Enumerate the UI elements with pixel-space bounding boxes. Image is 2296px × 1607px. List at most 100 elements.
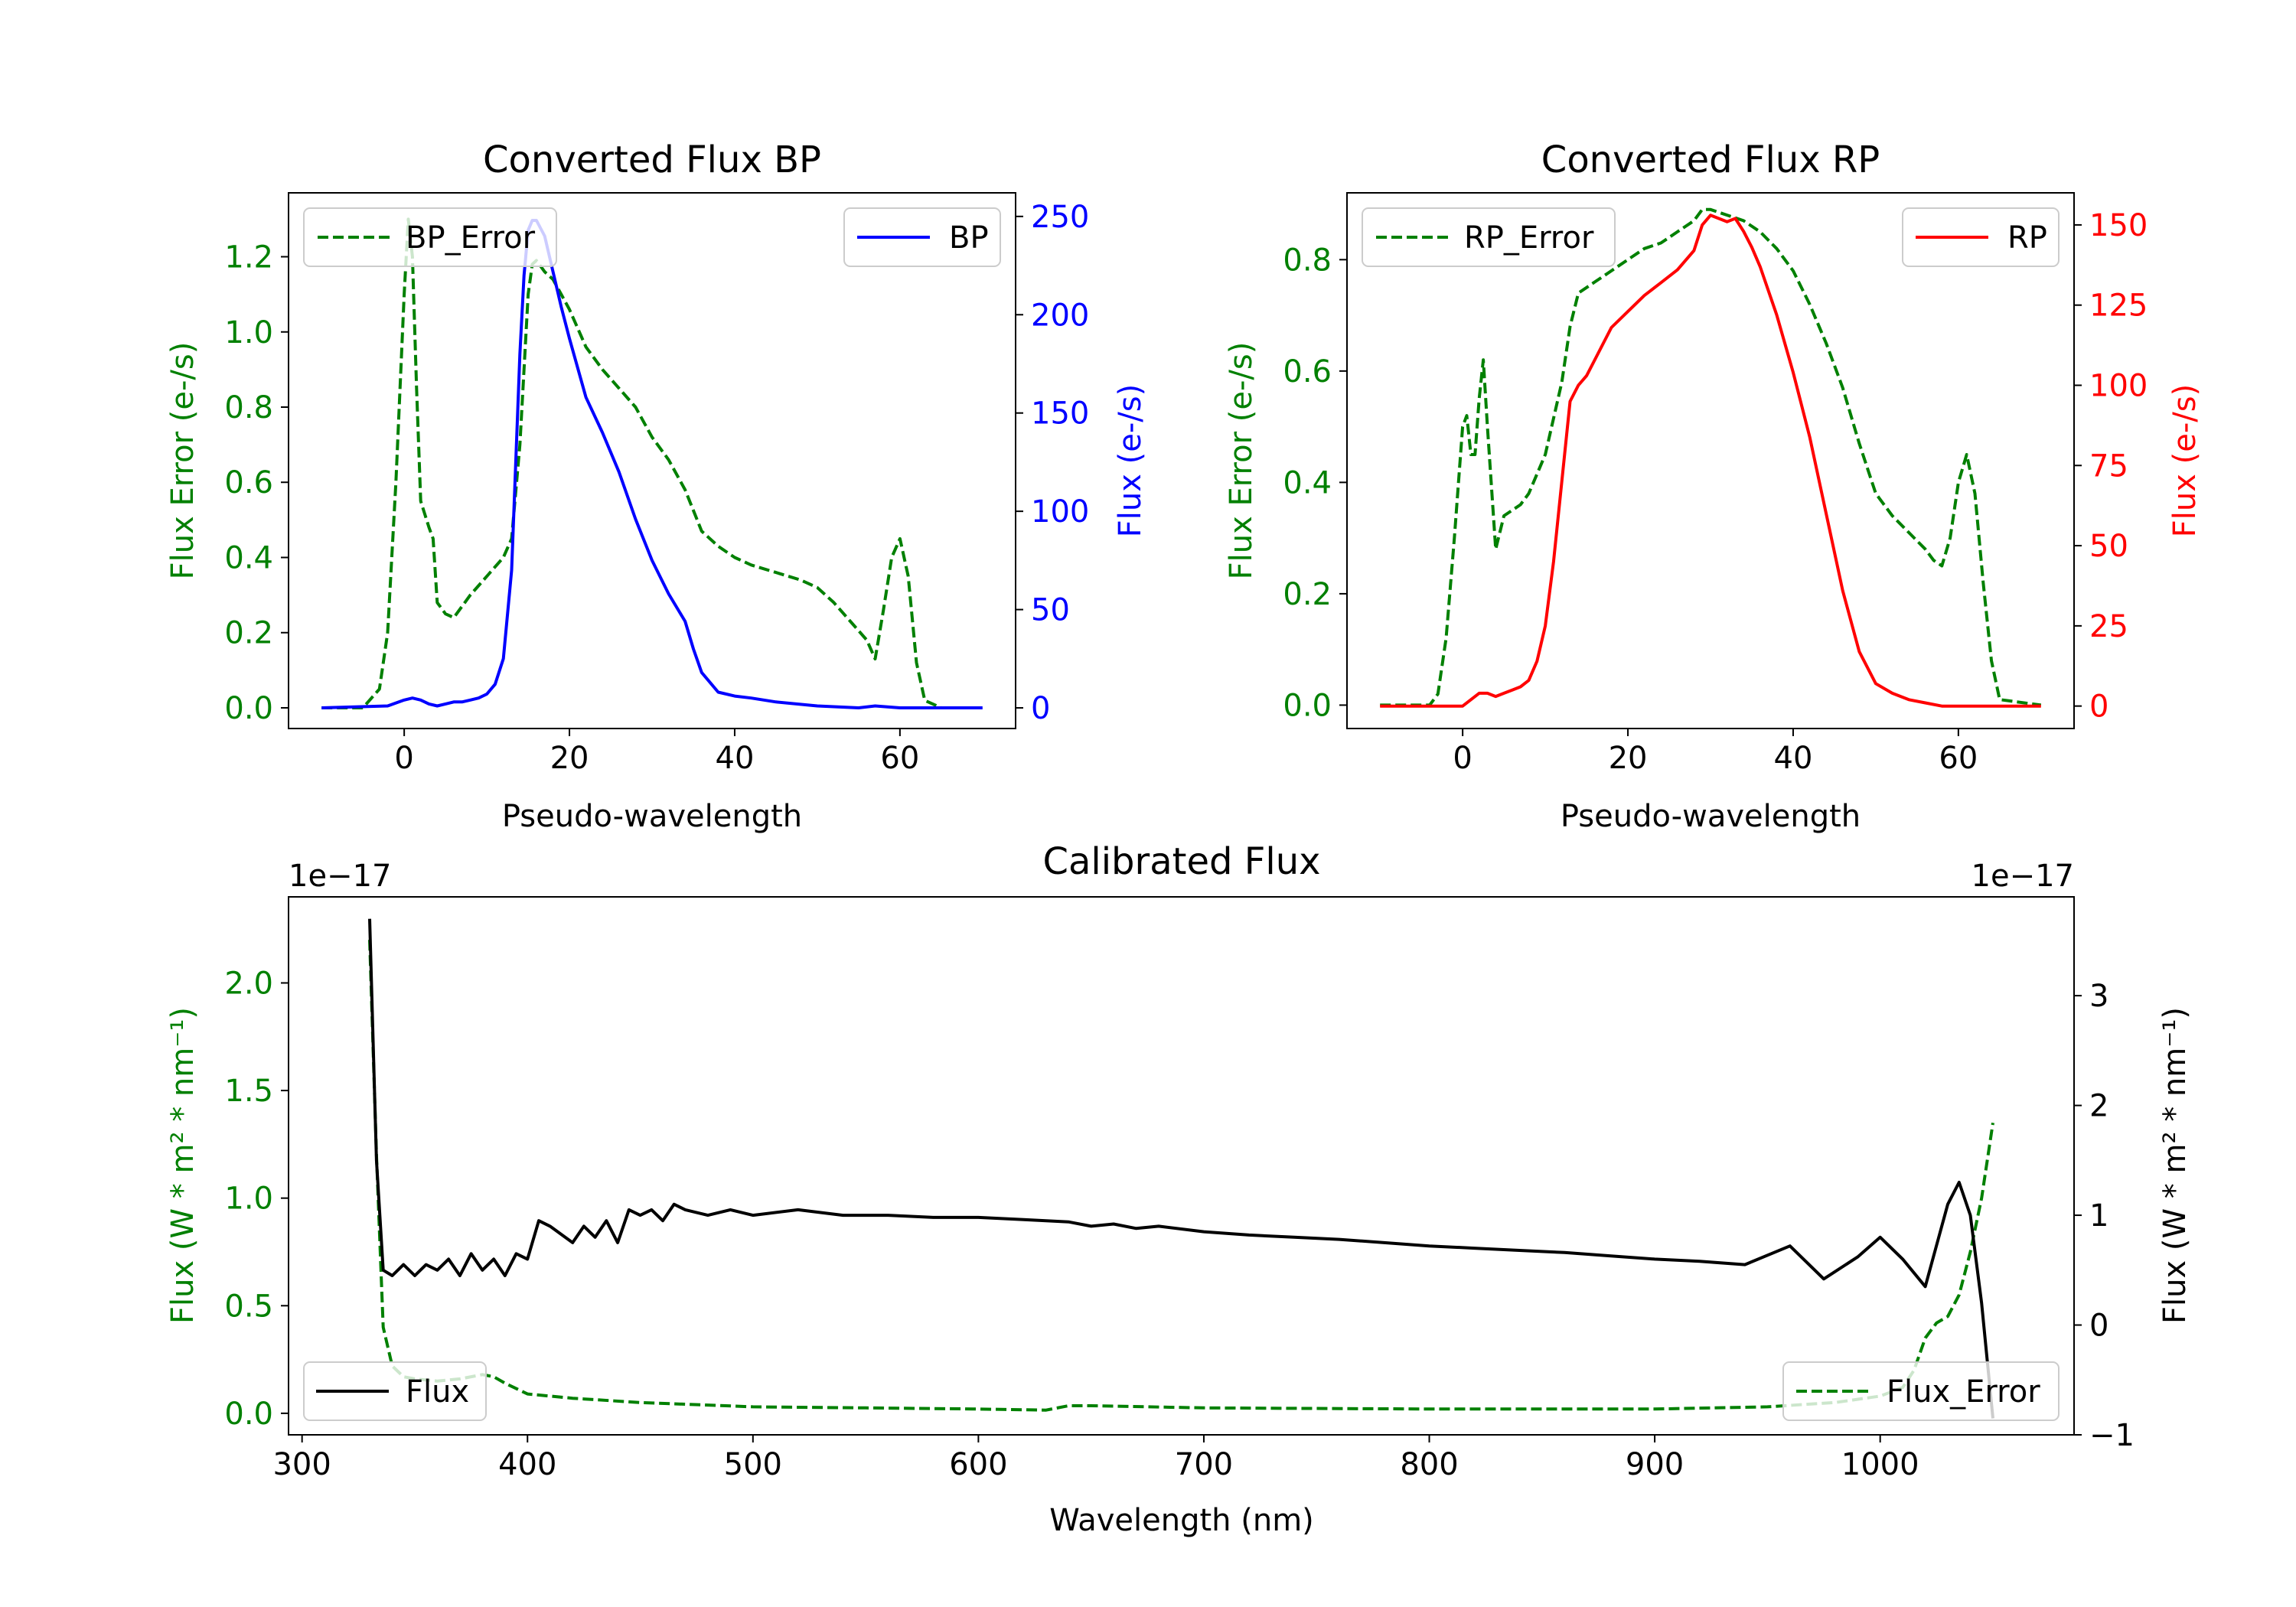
legend-label: RP (2007, 220, 2047, 256)
bp-left-axis-label: Flux Error (e-/s) (165, 342, 201, 580)
x-tick-label: 400 (498, 1447, 556, 1482)
right-tick-label: 150 (1031, 396, 1089, 432)
legend-label: Flux_Error (1887, 1374, 2040, 1410)
calibrated-left-offset: 1e−17 (289, 859, 391, 894)
left-tick-label: 1.2 (224, 240, 273, 275)
calibrated-error-legend: Flux_Error (1782, 1361, 2060, 1421)
x-tick-label: 20 (550, 741, 589, 776)
x-tick-label: 900 (1626, 1447, 1684, 1482)
x-tick-label: 60 (880, 741, 919, 776)
bp-error-legend: BP_Error (303, 207, 557, 267)
left-tick-label: 0.8 (1283, 243, 1332, 278)
rp-right-axis-label: Flux (e-/s) (2167, 384, 2203, 537)
bp-x-axis: 0 20 40 60 (394, 729, 919, 776)
right-tick-label: 100 (2089, 368, 2148, 403)
right-tick-label: 25 (2089, 609, 2128, 644)
rp-x-label: Pseudo-wavelength (1561, 799, 1861, 834)
calibrated-lines (368, 918, 1994, 1419)
x-tick-label: 800 (1400, 1447, 1458, 1482)
left-tick-label: 0.0 (1283, 688, 1332, 723)
calibrated-title: Calibrated Flux (1042, 840, 1320, 883)
right-tick-label: 0 (1031, 691, 1050, 726)
calibrated-x-label: Wavelength (nm) (1049, 1503, 1314, 1538)
legend-label: BP (949, 220, 989, 256)
left-tick-label: 1.0 (224, 315, 273, 350)
left-tick-label: 0.8 (224, 390, 273, 425)
legend-box (303, 1361, 487, 1421)
left-tick-label: 0.4 (1283, 465, 1332, 500)
right-tick-label: 50 (1031, 593, 1070, 628)
left-tick-label: 1.0 (224, 1182, 273, 1217)
bp-left-axis: 0.0 0.2 0.4 0.6 0.8 1.0 1.2 (224, 240, 289, 726)
calibrated-right-axis-label: Flux (W * m² * nm⁻¹) (2157, 1007, 2193, 1324)
calibrated-left-axis: 0.0 0.5 1.0 1.5 2.0 (224, 966, 289, 1432)
legend-box (1362, 207, 1616, 267)
left-tick-label: 0.5 (224, 1289, 273, 1324)
left-tick-label: 0.2 (1283, 577, 1332, 612)
x-tick-label: 600 (949, 1447, 1007, 1482)
calibrated-x-axis: 300 400 500 600 700 800 900 1000 (272, 1435, 1919, 1482)
right-tick-label: 2 (2089, 1089, 2108, 1124)
bp-panel: Converted Flux BP 0 20 40 60 0.00.20.40.60.… (165, 139, 1148, 834)
right-tick-label: 150 (2089, 208, 2148, 243)
right-tick-label: 250 (1031, 200, 1089, 235)
rp-left-axis: 0.0 0.2 0.4 0.6 0.8 (1283, 243, 1347, 723)
series-flux-error-line (368, 940, 1994, 1412)
bp-right-axis-label: Flux (e-/s) (1113, 384, 1148, 537)
rp-error-legend: RP_Error (1362, 207, 1616, 267)
legend-box (1782, 1361, 2060, 1421)
left-tick-label: 0.0 (224, 1397, 273, 1432)
rp-x-axis: 0 20 40 60 (1453, 729, 1978, 776)
series-rp-error-line (1380, 207, 2042, 707)
right-tick-label: 100 (1031, 494, 1089, 530)
calibrated-panel: Calibrated Flux 1e−17 1e−17 300 400 500 600… (165, 840, 2193, 1538)
left-tick-label: 0.4 (224, 540, 273, 575)
calibrated-left-axis-label: Flux (W * m² * nm⁻¹) (165, 1007, 201, 1324)
rp-title: Converted Flux RP (1541, 139, 1880, 181)
legend-label: RP_Error (1464, 220, 1594, 256)
left-tick-label: 0.6 (1283, 354, 1332, 390)
rp-panel: Converted Flux RP 0 20 40 60 0.00.20.40.60.… (1224, 139, 2203, 834)
bp-plot-frame (288, 192, 1016, 729)
calibrated-flux-legend: Flux (303, 1361, 487, 1421)
left-tick-label: 2.0 (224, 966, 273, 1001)
rp-plot-frame (1346, 192, 2075, 729)
x-tick-label: 300 (272, 1447, 331, 1482)
right-tick-label: 50 (2089, 529, 2128, 564)
rp-lines (1380, 207, 2042, 708)
x-tick-label: 60 (1939, 741, 1978, 776)
x-tick-label: 40 (1774, 741, 1813, 776)
bp-flux-legend: BP (843, 207, 1001, 267)
right-tick-label: 200 (1031, 298, 1089, 333)
bp-lines (321, 217, 983, 709)
x-tick-label: 1000 (1841, 1447, 1919, 1482)
rp-left-axis-label: Flux Error (e-/s) (1224, 342, 1259, 580)
left-tick-label: 0.6 (224, 465, 273, 500)
x-tick-label: 700 (1175, 1447, 1233, 1482)
x-tick-label: 0 (1453, 741, 1472, 776)
x-tick-label: 40 (716, 741, 755, 776)
x-tick-label: 20 (1609, 741, 1648, 776)
rp-flux-legend: RP (1902, 207, 2060, 267)
right-tick-label: 3 (2089, 979, 2108, 1014)
left-tick-label: 0.2 (224, 616, 273, 651)
legend-label: BP_Error (406, 220, 536, 256)
right-tick-label: 0 (2089, 1309, 2108, 1344)
x-tick-label: 0 (394, 741, 413, 776)
right-tick-label: 75 (2089, 448, 2128, 484)
calibrated-right-axis: −1 0 1 2 3 (2074, 979, 2135, 1453)
rp-right-axis: 0 25 50 75 100 125 150 (2074, 208, 2148, 725)
right-tick-label: 0 (2089, 689, 2108, 725)
x-tick-label: 500 (724, 1447, 782, 1482)
legend-label: Flux (406, 1374, 469, 1410)
left-tick-label: 1.5 (224, 1074, 273, 1109)
bp-right-axis: 0 50 100 150 200 250 (1016, 200, 1089, 726)
bp-title: Converted Flux BP (483, 139, 821, 181)
right-tick-label: 125 (2089, 288, 2148, 324)
bp-x-label: Pseudo-wavelength (502, 799, 802, 834)
series-flux-line (368, 918, 1994, 1419)
legend-box (303, 207, 557, 267)
right-tick-label: −1 (2089, 1418, 2135, 1453)
calibrated-right-offset: 1e−17 (1971, 859, 2074, 894)
